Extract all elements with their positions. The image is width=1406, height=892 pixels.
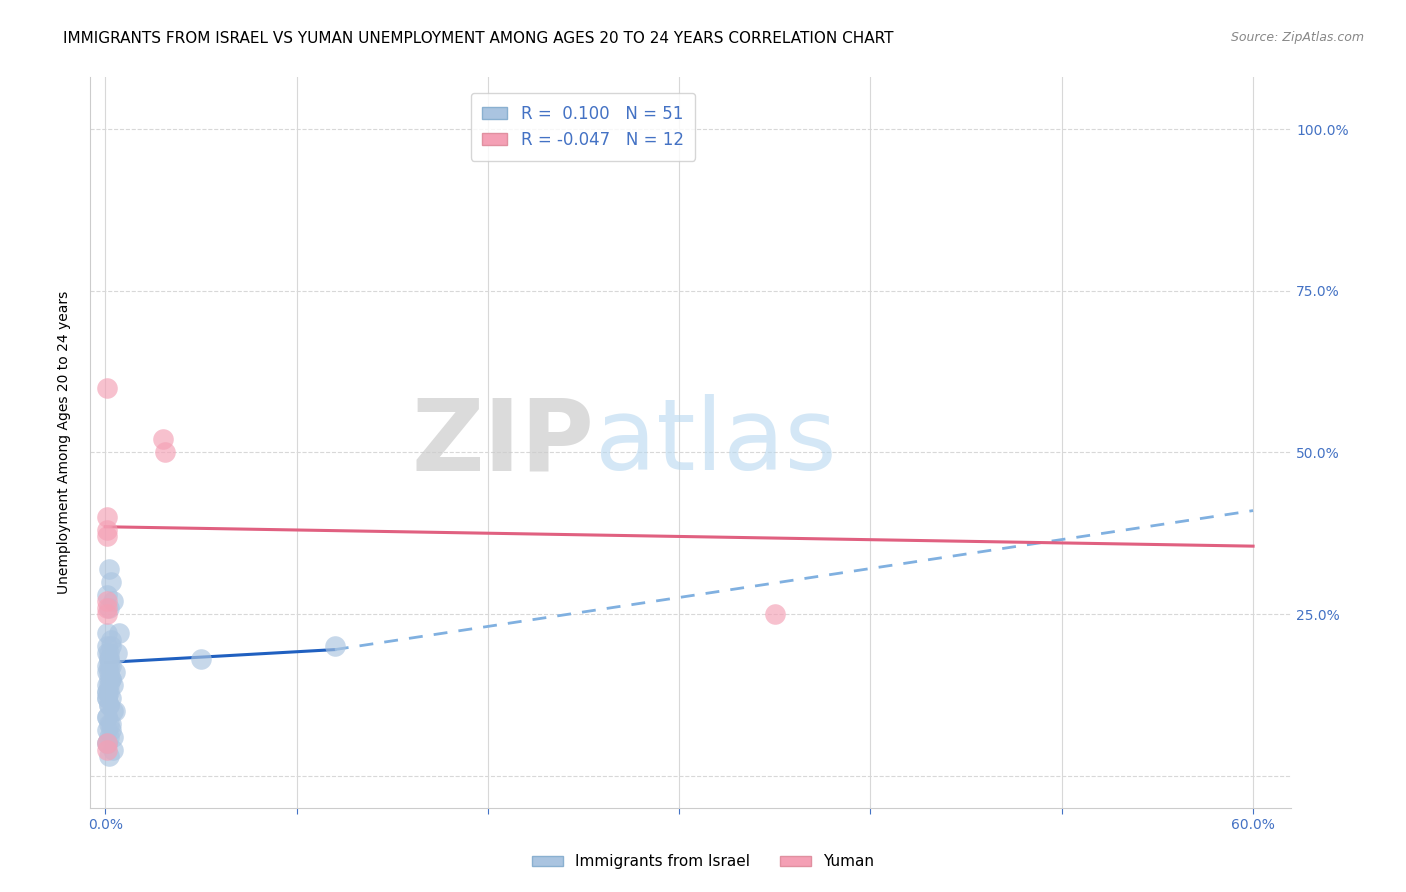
Point — [763, 607, 786, 621]
Point — [96, 600, 118, 615]
Point — [96, 658, 118, 673]
Point — [96, 381, 118, 395]
Point — [100, 672, 122, 686]
Point — [101, 594, 124, 608]
Point — [101, 678, 124, 692]
Point — [100, 691, 122, 706]
Point — [96, 723, 118, 738]
Point — [96, 523, 118, 537]
Point — [98, 684, 121, 698]
Point — [96, 684, 118, 698]
Point — [98, 698, 121, 712]
Point — [100, 574, 122, 589]
Point — [98, 698, 121, 712]
Point — [100, 658, 122, 673]
Point — [98, 717, 121, 731]
Point — [98, 652, 121, 666]
Point — [96, 691, 118, 706]
Y-axis label: Unemployment Among Ages 20 to 24 years: Unemployment Among Ages 20 to 24 years — [58, 291, 72, 594]
Point — [98, 652, 121, 666]
Point — [105, 646, 128, 660]
Point — [101, 743, 124, 757]
Text: atlas: atlas — [595, 394, 837, 491]
Point — [152, 433, 174, 447]
Point — [98, 600, 121, 615]
Point — [96, 626, 118, 640]
Point — [96, 588, 118, 602]
Point — [98, 658, 121, 673]
Point — [96, 736, 118, 750]
Point — [100, 640, 122, 654]
Point — [96, 736, 118, 750]
Point — [153, 445, 176, 459]
Point — [98, 749, 121, 764]
Point — [96, 710, 118, 724]
Point — [96, 607, 118, 621]
Text: ZIP: ZIP — [412, 394, 595, 491]
Point — [107, 626, 129, 640]
Point — [96, 640, 118, 654]
Point — [96, 743, 118, 757]
Point — [96, 646, 118, 660]
Point — [96, 529, 118, 543]
Point — [98, 646, 121, 660]
Legend: R =  0.100   N = 51, R = -0.047   N = 12: R = 0.100 N = 51, R = -0.047 N = 12 — [471, 93, 696, 161]
Text: IMMIGRANTS FROM ISRAEL VS YUMAN UNEMPLOYMENT AMONG AGES 20 TO 24 YEARS CORRELATI: IMMIGRANTS FROM ISRAEL VS YUMAN UNEMPLOY… — [63, 31, 894, 46]
Point — [100, 717, 122, 731]
Point — [98, 678, 121, 692]
Point — [96, 736, 118, 750]
Point — [323, 640, 346, 654]
Point — [98, 730, 121, 744]
Point — [104, 704, 127, 718]
Point — [101, 730, 124, 744]
Point — [96, 594, 118, 608]
Point — [96, 710, 118, 724]
Point — [100, 723, 122, 738]
Point — [98, 562, 121, 576]
Point — [96, 665, 118, 680]
Point — [96, 691, 118, 706]
Point — [101, 704, 124, 718]
Point — [190, 652, 212, 666]
Point — [98, 672, 121, 686]
Point — [96, 684, 118, 698]
Legend: Immigrants from Israel, Yuman: Immigrants from Israel, Yuman — [526, 848, 880, 875]
Point — [96, 678, 118, 692]
Point — [100, 672, 122, 686]
Text: Source: ZipAtlas.com: Source: ZipAtlas.com — [1230, 31, 1364, 45]
Point — [100, 632, 122, 647]
Point — [104, 665, 127, 680]
Point — [96, 510, 118, 524]
Point — [98, 665, 121, 680]
